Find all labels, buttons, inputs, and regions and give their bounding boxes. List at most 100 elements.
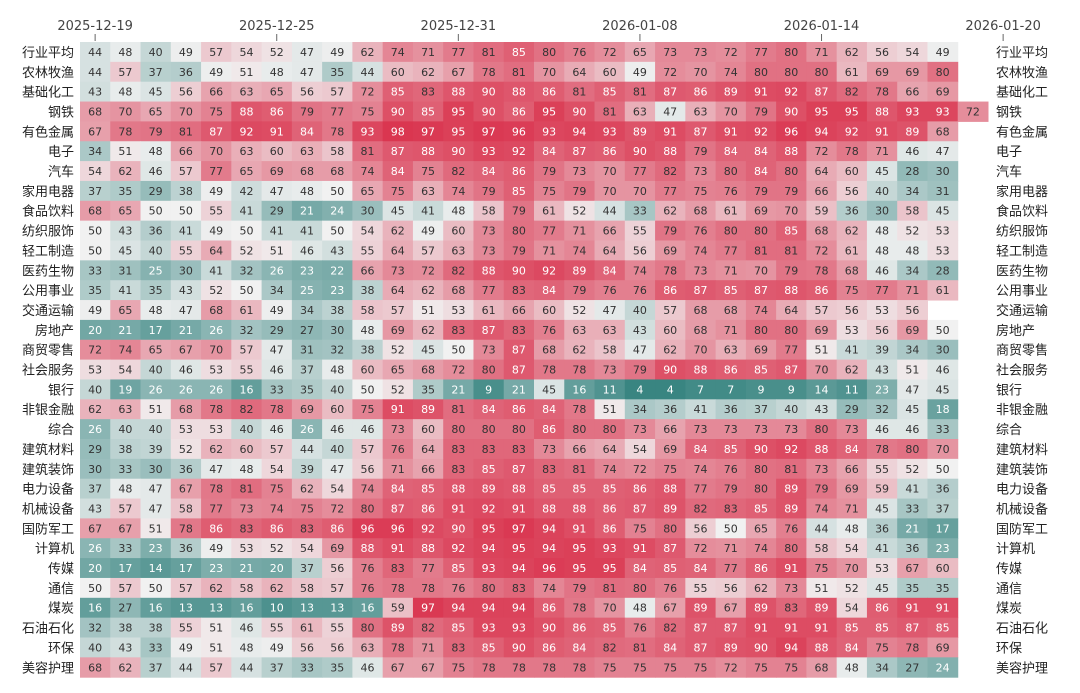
cell-value-label: 75 (451, 661, 465, 674)
cell-value-label: 78 (663, 264, 677, 277)
cell-value-label: 53 (239, 542, 253, 555)
cell-value-label: 86 (270, 105, 284, 118)
cell-value-label: 66 (209, 86, 223, 99)
cell-value-label: 72 (724, 46, 738, 59)
row-label-right: 石油石化 (996, 622, 1048, 637)
cell-value-label: 87 (693, 125, 707, 138)
cell-value-label: 90 (663, 364, 677, 377)
cell-value-label: 64 (391, 284, 405, 297)
cell-value-label: 79 (572, 582, 586, 595)
row-labels-left: 行业平均农林牧渔基础化工钢铁有色金属电子汽车家用电器食品饮料纺织服饰轻工制造医药… (22, 46, 74, 676)
cell-value-label: 68 (88, 661, 102, 674)
cell-value-label: 91 (754, 622, 768, 635)
cell-value-label: 49 (209, 66, 223, 79)
cell-value-label: 49 (179, 46, 193, 59)
row-label-right: 食品饮料 (996, 204, 1048, 220)
cell-value-label: 44 (88, 66, 102, 79)
cell-value-label: 50 (936, 324, 950, 337)
cell-value-label: 74 (572, 244, 586, 257)
cell-value-label: 49 (421, 225, 435, 238)
cell-value-label: 53 (936, 244, 950, 257)
cell-value-label: 80 (451, 423, 465, 436)
cell-value-label: 94 (542, 522, 556, 535)
cell-value-label: 78 (270, 403, 284, 416)
cell-value-label: 29 (149, 185, 163, 198)
cell-value-label: 53 (845, 324, 859, 337)
cell-value-label: 60 (845, 165, 859, 178)
cell-value-label: 76 (724, 185, 738, 198)
cell-value-label: 49 (330, 46, 344, 59)
cell-value-label: 38 (118, 443, 132, 456)
cell-value-label: 72 (966, 105, 980, 118)
cell-value-label: 85 (421, 105, 435, 118)
cell-value-label: 86 (603, 502, 617, 515)
cell-value-label: 87 (815, 86, 829, 99)
cell-value-label: 53 (209, 423, 223, 436)
row-label-left: 纺织服饰 (22, 225, 74, 240)
row-label-right: 传媒 (996, 562, 1022, 577)
cell-value-label: 56 (179, 86, 193, 99)
cell-value-label: 37 (936, 502, 950, 515)
cell-value-label: 38 (118, 622, 132, 635)
cell-value-label: 60 (391, 66, 405, 79)
cell-value-label: 63 (724, 344, 738, 357)
cell-value-label: 91 (270, 125, 284, 138)
row-label-left: 公用事业 (22, 284, 74, 299)
cell-value-label: 92 (784, 86, 798, 99)
cell-value-label: 46 (330, 423, 344, 436)
cell-value-label: 67 (179, 344, 193, 357)
cell-value-label: 90 (391, 105, 405, 118)
cell-value-label: 67 (451, 66, 465, 79)
cell-value-label: 67 (88, 125, 102, 138)
cell-value-label: 62 (663, 205, 677, 218)
cell-value-label: 86 (512, 403, 526, 416)
cell-value-label: 85 (724, 443, 738, 456)
cell-value-label: 40 (633, 304, 647, 317)
cell-value-label: 62 (88, 403, 102, 416)
cell-value-label: 35 (905, 582, 919, 595)
row-label-right: 纺织服饰 (996, 225, 1048, 240)
cell-value-label: 94 (482, 542, 496, 555)
cell-value-label: 9 (788, 383, 795, 396)
cell-value-label: 28 (936, 264, 950, 277)
cell-value-label: 67 (118, 522, 132, 535)
cell-value-label: 69 (936, 641, 950, 654)
cell-value-label: 26 (300, 423, 314, 436)
row-label-left: 石油石化 (22, 622, 74, 637)
row-label-left: 综合 (48, 423, 74, 438)
row-label-right: 商贸零售 (996, 343, 1048, 359)
cell-value-label: 50 (451, 344, 465, 357)
cell-value-label: 71 (724, 324, 738, 337)
cell-value-label: 34 (905, 264, 919, 277)
cell-value-label: 62 (754, 582, 768, 595)
cell-value-label: 49 (179, 641, 193, 654)
cell-value-label: 32 (875, 403, 889, 416)
cell-value-label: 65 (118, 304, 132, 317)
cell-value-label: 86 (542, 641, 556, 654)
cell-value-label: 14 (815, 383, 829, 396)
cell-value-label: 36 (724, 403, 738, 416)
cell-value-label: 47 (149, 483, 163, 496)
cell-value-label: 25 (300, 284, 314, 297)
cell-value-label: 63 (300, 145, 314, 158)
cell-value-label: 52 (179, 443, 193, 456)
cell-value-label: 30 (330, 324, 344, 337)
cell-value-label: 57 (421, 244, 435, 257)
cell-value-label: 41 (209, 264, 223, 277)
cell-value-label: 68 (936, 125, 950, 138)
cell-value-label: 75 (784, 661, 798, 674)
cell-value-label: 48 (905, 244, 919, 257)
cell-value-label: 27 (905, 661, 919, 674)
row-label-right: 美容护理 (996, 660, 1048, 676)
cell-value-label: 40 (149, 244, 163, 257)
cell-value-label: 62 (421, 284, 435, 297)
cell-value-label: 51 (149, 403, 163, 416)
row-label-right: 计算机 (996, 542, 1035, 557)
cell-value-label: 86 (512, 165, 526, 178)
cell-value-label: 56 (330, 562, 344, 575)
cell-value-label: 23 (330, 284, 344, 297)
cell-value-label: 85 (663, 562, 677, 575)
cell-value-label: 47 (663, 105, 677, 118)
cell-value-label: 14 (149, 562, 163, 575)
cell-value-label: 73 (724, 423, 738, 436)
